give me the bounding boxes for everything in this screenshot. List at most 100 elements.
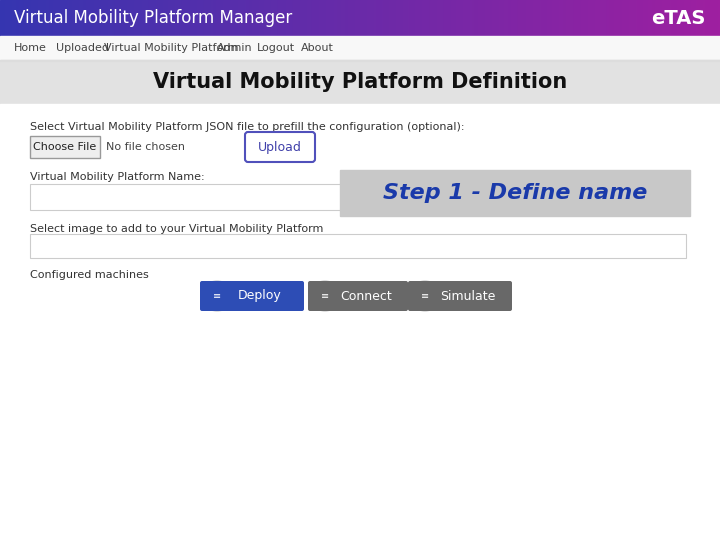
Bar (542, 0, 546, 36)
Bar (312, 0, 315, 36)
Bar (144, 0, 148, 36)
Bar (679, 0, 683, 36)
Bar (207, 0, 210, 36)
Bar (117, 0, 121, 36)
Bar (0, 104, 720, 540)
Bar (58, 0, 61, 36)
Bar (343, 0, 346, 36)
Bar (84, 0, 87, 36)
Bar (559, 0, 562, 36)
Bar (0, 0, 4, 36)
Bar (122, 0, 126, 36)
FancyBboxPatch shape (30, 184, 686, 210)
Bar (99, 0, 102, 36)
Bar (77, 0, 80, 36)
Bar (192, 0, 195, 36)
Bar (31, 0, 35, 36)
Bar (444, 0, 447, 36)
Bar (413, 0, 416, 36)
Bar (545, 0, 548, 36)
Bar (487, 0, 490, 36)
Bar (38, 0, 42, 36)
Bar (631, 0, 634, 36)
Bar (394, 0, 397, 36)
Bar (228, 0, 231, 36)
Bar (139, 0, 143, 36)
Bar (67, 0, 71, 36)
Bar (401, 0, 404, 36)
Bar (271, 0, 274, 36)
Bar (254, 0, 258, 36)
Bar (418, 0, 421, 36)
Circle shape (203, 282, 231, 310)
Bar (463, 0, 467, 36)
Bar (427, 0, 431, 36)
Bar (461, 0, 464, 36)
Bar (574, 0, 577, 36)
Bar (432, 0, 436, 36)
Bar (639, 0, 642, 36)
Bar (315, 0, 318, 36)
Bar (598, 0, 601, 36)
Bar (29, 0, 32, 36)
Bar (693, 0, 697, 36)
Bar (492, 0, 495, 36)
Bar (567, 0, 570, 36)
FancyBboxPatch shape (308, 281, 408, 311)
Text: No file chosen: No file chosen (106, 142, 185, 152)
Bar (684, 0, 688, 36)
Bar (360, 0, 364, 36)
Bar (53, 0, 56, 36)
Bar (297, 0, 301, 36)
Text: Uploaded: Uploaded (56, 43, 109, 53)
Text: Home: Home (14, 43, 47, 53)
Bar (274, 0, 277, 36)
Bar (648, 0, 652, 36)
Bar (290, 0, 294, 36)
Bar (269, 0, 272, 36)
Bar (475, 0, 479, 36)
Bar (86, 0, 90, 36)
Bar (624, 0, 627, 36)
Bar (377, 0, 380, 36)
Bar (94, 0, 97, 36)
Bar (439, 0, 443, 36)
Bar (55, 0, 58, 36)
Bar (322, 0, 325, 36)
Bar (396, 0, 400, 36)
Bar (276, 0, 279, 36)
Bar (643, 0, 647, 36)
Bar (218, 0, 222, 36)
Bar (389, 0, 392, 36)
Bar (63, 0, 66, 36)
Bar (675, 0, 678, 36)
Bar (175, 0, 179, 36)
Bar (552, 0, 555, 36)
Bar (564, 0, 567, 36)
Bar (408, 0, 411, 36)
Bar (391, 0, 395, 36)
Bar (70, 0, 73, 36)
Bar (516, 0, 519, 36)
Bar (372, 0, 375, 36)
Bar (319, 0, 323, 36)
Bar (149, 0, 152, 36)
Bar (535, 0, 539, 36)
Bar (307, 0, 310, 36)
Bar (324, 0, 328, 36)
Bar (518, 0, 522, 36)
Bar (701, 0, 704, 36)
Bar (619, 0, 623, 36)
Bar (279, 0, 282, 36)
Bar (506, 0, 510, 36)
Bar (554, 0, 558, 36)
Bar (12, 0, 15, 36)
Bar (43, 0, 47, 36)
Bar (182, 0, 186, 36)
Bar (355, 0, 359, 36)
Bar (127, 0, 130, 36)
Bar (101, 0, 104, 36)
Bar (691, 0, 695, 36)
Bar (146, 0, 150, 36)
Bar (216, 0, 220, 36)
